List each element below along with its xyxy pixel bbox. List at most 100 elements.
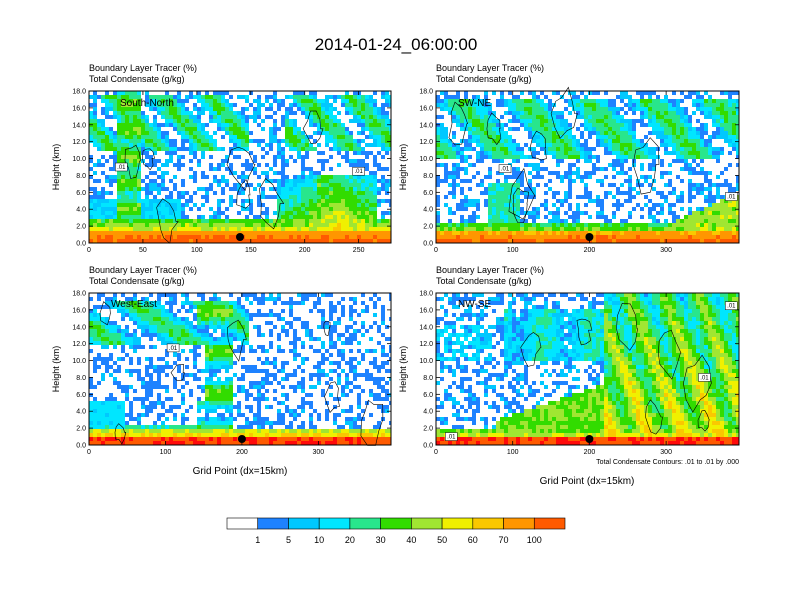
- tracer-cell: [696, 207, 700, 211]
- tracer-cell: [301, 207, 305, 211]
- tracer-cell: [381, 219, 385, 223]
- tracer-cell: [297, 191, 301, 195]
- tracer-cell: [113, 219, 117, 223]
- tracer-cell: [133, 207, 137, 211]
- tracer-cell: [436, 235, 440, 239]
- tracer-cell: [548, 131, 552, 135]
- tracer-cell: [612, 135, 616, 139]
- tracer-cell: [133, 91, 137, 95]
- tracer-cell: [684, 111, 688, 115]
- tracer-cell: [572, 99, 576, 103]
- tracer-cell: [225, 317, 229, 321]
- tracer-cell: [129, 115, 133, 119]
- tracer-cell: [700, 135, 704, 139]
- tracer-cell: [704, 151, 708, 155]
- tracer-cell: [125, 143, 129, 147]
- tracer-cell: [325, 321, 329, 325]
- tracer-cell: [181, 195, 185, 199]
- tracer-cell: [468, 147, 472, 151]
- tracer-cell: [317, 143, 321, 147]
- tracer-cell: [472, 163, 476, 167]
- tracer-cell: [153, 211, 157, 215]
- tracer-cell: [357, 207, 361, 211]
- tracer-cell: [173, 99, 177, 103]
- tracer-cell: [281, 199, 285, 203]
- tracer-cell: [313, 207, 317, 211]
- tracer-cell: [700, 171, 704, 175]
- tracer-cell: [333, 235, 337, 239]
- tracer-cell: [556, 151, 560, 155]
- tracer-cell: [544, 131, 548, 135]
- tracer-cell: [696, 139, 700, 143]
- tracer-cell: [692, 239, 696, 243]
- tracer-cell: [145, 305, 149, 309]
- tracer-cell: [536, 123, 540, 127]
- tracer-cell: [604, 239, 608, 243]
- tracer-cell: [580, 103, 584, 107]
- tracer-cell: [381, 131, 385, 135]
- tracer-cell: [676, 99, 680, 103]
- tracer-cell: [492, 199, 496, 203]
- tracer-cell: [125, 231, 129, 235]
- tracer-cell: [101, 207, 105, 211]
- tracer-cell: [161, 147, 165, 151]
- tracer-cell: [556, 235, 560, 239]
- tracer-cell: [532, 207, 536, 211]
- tracer-cell: [560, 127, 564, 131]
- tracer-cell: [241, 227, 245, 231]
- tracer-cell: [608, 231, 612, 235]
- tracer-cell: [125, 219, 129, 223]
- tracer-cell: [89, 127, 93, 131]
- tracer-cell: [728, 207, 732, 211]
- tracer-cell: [157, 135, 161, 139]
- tracer-cell: [436, 147, 440, 151]
- tracer-cell: [732, 211, 736, 215]
- tracer-cell: [357, 151, 361, 155]
- tracer-cell: [157, 143, 161, 147]
- tracer-cell: [516, 155, 520, 159]
- tracer-cell: [560, 139, 564, 143]
- tracer-cell: [209, 345, 213, 349]
- tracer-cell: [349, 223, 353, 227]
- tracer-cell: [169, 297, 173, 301]
- tracer-cell: [480, 135, 484, 139]
- tracer-cell: [97, 147, 101, 151]
- tracer-cell: [217, 127, 221, 131]
- tracer-cell: [209, 321, 213, 325]
- tracer-cell: [113, 329, 117, 333]
- tracer-cell: [229, 235, 233, 239]
- tracer-cell: [353, 215, 357, 219]
- tracer-cell: [265, 175, 269, 179]
- tracer-cell: [217, 309, 221, 313]
- tracer-cell: [89, 321, 93, 325]
- tracer-cell: [608, 235, 612, 239]
- tracer-cell: [676, 143, 680, 147]
- tracer-cell: [245, 107, 249, 111]
- tracer-cell: [520, 219, 524, 223]
- tracer-cell: [560, 175, 564, 179]
- tracer-cell: [113, 215, 117, 219]
- tracer-cell: [289, 349, 293, 353]
- tracer-cell: [600, 183, 604, 187]
- tracer-cell: [141, 297, 145, 301]
- tracer-cell: [628, 107, 632, 111]
- tracer-cell: [369, 103, 373, 107]
- tracer-cell: [700, 151, 704, 155]
- tracer-cell: [696, 183, 700, 187]
- tracer-cell: [688, 171, 692, 175]
- tracer-cell: [596, 195, 600, 199]
- tracer-cell: [680, 139, 684, 143]
- tracer-cell: [361, 107, 365, 111]
- tracer-cell: [640, 107, 644, 111]
- tracer-cell: [353, 139, 357, 143]
- tracer-cell: [181, 155, 185, 159]
- tracer-cell: [101, 131, 105, 135]
- tracer-cell: [456, 91, 460, 95]
- tracer-cell: [616, 199, 620, 203]
- tracer-cell: [129, 95, 133, 99]
- tracer-cell: [684, 151, 688, 155]
- tracer-cell: [492, 195, 496, 199]
- tracer-cell: [105, 227, 109, 231]
- tracer-cell: [536, 183, 540, 187]
- tracer-cell: [448, 143, 452, 147]
